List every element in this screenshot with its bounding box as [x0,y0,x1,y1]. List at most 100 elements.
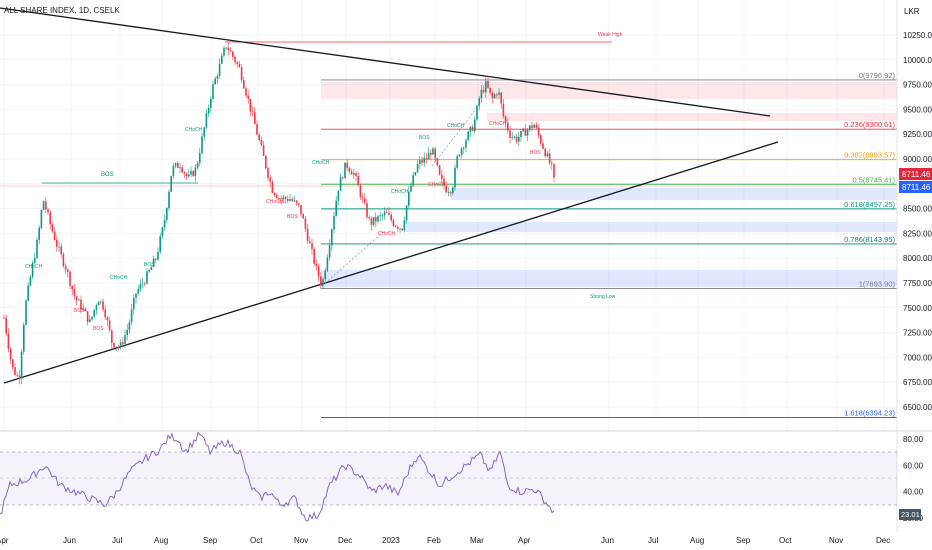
choch-label-2: CHoCH [110,275,128,281]
time-tick: Apr [518,536,531,545]
candle [159,232,161,255]
fibonacci-retracement[interactable]: 0(9796.92) 0.236(9300.61) 0.382(8993.57) 0.… [321,71,897,418]
candle [355,171,357,182]
candle [416,160,419,174]
symbol-title[interactable]: ALL SHARE INDEX, 1D, CSELK [4,6,120,15]
fib-level-label: 0.382(8993.57) [844,151,895,160]
candle [42,200,45,211]
candle [342,176,344,180]
candle [419,156,421,170]
lower-trendline [3,141,779,384]
time-tick: Sep [736,536,751,545]
candle [192,169,194,177]
candle [31,260,34,279]
candle [529,124,531,132]
candle [447,187,450,197]
candle [474,115,476,134]
candle [487,75,489,90]
candle [278,196,280,204]
current-price-value: 8711.46 [902,170,931,179]
current-price-badge: 8711.46 8711.46 [899,168,932,193]
candle [546,150,549,158]
candle [157,247,159,262]
candle [333,211,335,234]
candle [9,347,12,365]
price-axis[interactable]: 10250.00 10000.00 9750.00 9500.00 9250.00 900… [903,31,932,412]
choch-label-5: CHoCH [312,160,330,166]
candle [353,168,355,179]
candle [408,185,410,208]
candle [511,131,513,141]
time-axis[interactable]: Apr Jun Jul Aug Sep Oct Nov Dec 2023 Feb Mar Apr Jun… [0,536,890,545]
candle [207,104,210,117]
candle [496,92,498,99]
candle [205,109,208,130]
rsi-pane[interactable] [0,432,897,522]
rsi-tick: 40.00 [903,488,924,497]
rsi-tick: 80.00 [903,435,924,444]
candle [399,228,401,233]
candle [172,163,175,180]
candle [201,132,203,155]
candle [102,298,104,313]
candle [357,171,359,186]
bos-label-4: BOS [287,214,298,220]
choch-label-6: CHoCH [391,189,409,195]
candle [311,238,313,255]
supply-zone-top [321,82,897,99]
candle [117,344,120,351]
rsi-current-value: 23.01 [901,510,920,519]
time-tick: Oct [779,536,792,545]
candle [91,316,93,322]
candle [95,303,98,315]
candle [232,50,234,60]
candle [335,195,337,217]
candle [67,268,69,278]
time-tick: Feb [427,536,441,545]
candle [339,173,342,191]
candle [133,294,135,315]
candle [203,126,205,141]
candle [458,154,461,158]
time-tick: Sep [203,536,218,545]
candle [104,305,106,321]
price-tick: 9750.00 [903,81,932,90]
time-tick: Apr [0,536,9,545]
candle [434,146,436,163]
candle [7,328,10,353]
candle [537,123,540,139]
price-tick: 6750.00 [903,378,932,387]
candle [381,213,384,221]
candle [522,127,524,132]
candle [430,149,432,161]
candle [469,126,472,137]
candle [476,104,478,121]
candle [291,196,293,203]
price-tick: 8250.00 [903,229,932,238]
candle [403,216,406,233]
candle [392,218,395,228]
candle [214,76,216,85]
fib-level-label: 1.618(6394.23) [844,408,895,417]
candle [75,295,78,306]
candle [40,209,43,230]
candle [80,295,82,314]
candle [366,199,368,219]
candle [397,225,399,232]
candle [177,160,179,168]
candlestick-series[interactable] [3,41,555,385]
candle [410,181,412,193]
candle [210,96,212,113]
candle [168,189,170,212]
candle [124,329,126,348]
candle [337,190,340,206]
candle [524,124,527,136]
candle [27,282,29,302]
candle [471,124,474,132]
time-tick: Mar [470,536,484,545]
candle [520,130,522,143]
candle [320,271,322,289]
candle [350,168,353,175]
candle [306,224,309,244]
